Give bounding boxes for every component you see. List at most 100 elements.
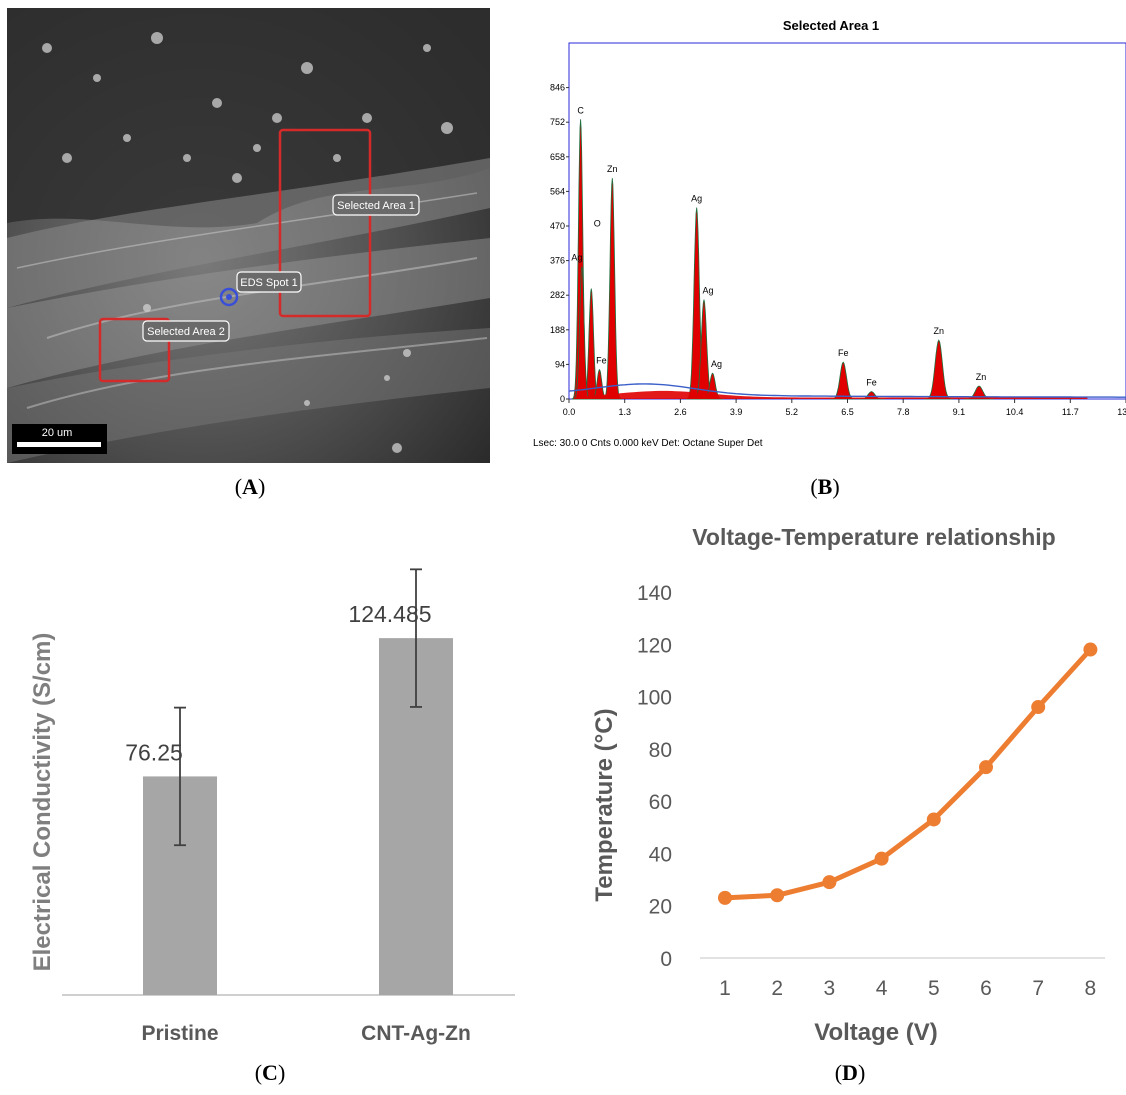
temperature-point [1031, 700, 1046, 715]
line-y-tick-label: 20 [649, 896, 672, 919]
eds-peak-label: C [577, 105, 584, 115]
eds-peak-label: Fe [838, 348, 849, 358]
eds-peak-label: Fe [866, 378, 877, 388]
panel-label-a: (A) [234, 474, 266, 499]
line-x-tick-label: 1 [719, 977, 731, 1000]
line-x-tick-label: 3 [824, 977, 836, 1000]
eds-peak-label: Ag [711, 359, 722, 369]
eds-x-tick-label: 0.0 [563, 407, 576, 417]
line-plot-area: 0 20 40 60 80 100 120 140 1 2 3 4 5 6 7 8 [637, 582, 1105, 1000]
eds-y-tick-label: 752 [550, 117, 565, 127]
line-ylabel: Temperature (°C) [591, 708, 618, 901]
line-x-tick-label: 7 [1032, 977, 1044, 1000]
eds-peak-label: Zn [934, 326, 945, 336]
eds-spot-label: EDS Spot 1 [240, 277, 297, 289]
sem-fibre-3 [7, 328, 490, 463]
eds-x-tick-label: 6.5 [841, 407, 854, 417]
eds-x-tick-label: 1.3 [618, 407, 631, 417]
panel-d: Voltage-Temperature relationship Tempera… [560, 515, 1126, 1055]
eds-x-tick-label: 7.8 [897, 407, 910, 417]
line-y-tick-label: 40 [649, 843, 672, 866]
eds-spot-marker [219, 287, 239, 307]
eds-spot-tag [236, 271, 302, 293]
eds-peak [602, 178, 622, 400]
eds-axis-ticks: 0.0 1.3 2.6 3.9 5.2 6.5 7.8 9.1 10.4 11.7 13.0 0 94 1… [550, 83, 1126, 417]
selected-area-2-label: Selected Area 2 [147, 326, 225, 338]
line-x-tick-label: 8 [1085, 977, 1097, 1000]
temperature-series-line [724, 647, 1093, 901]
bar-plot-area: 76.25 Pristine 124.485 CNT-Ag-Zn [125, 568, 471, 1045]
bar-value-label: 124.485 [348, 601, 431, 627]
eds-x-tick-label: 13.0 [1117, 407, 1126, 417]
voltage-temperature-chart: Voltage-Temperature relationship Tempera… [591, 524, 1105, 1046]
eds-y-tick-label: 376 [550, 256, 565, 266]
eds-y-tick-label: 188 [550, 325, 565, 335]
selected-area-1-box [278, 128, 372, 318]
line-y-tick-label: 80 [649, 739, 672, 762]
temperature-point [979, 760, 993, 775]
temperature-point [926, 812, 941, 827]
sem-particles [42, 32, 453, 453]
panel-a: Selected Area 1 Selected Area 2 EDS Spot… [7, 8, 490, 463]
selected-area-1-label: Selected Area 1 [337, 200, 415, 212]
temperature-point [1083, 642, 1098, 657]
line-x-tick-label: 4 [876, 977, 888, 1000]
line-xlabel: Voltage (V) [814, 1019, 938, 1046]
eds-x-tick-label: 3.9 [730, 407, 743, 417]
eds-x-tick-label: 10.4 [1006, 407, 1024, 417]
line-x-tick-label: 5 [928, 977, 940, 1000]
eds-x-tick-label: 9.1 [953, 407, 966, 417]
line-y-tick-label: 120 [637, 634, 672, 657]
line-y-tick-label: 60 [649, 791, 672, 814]
eds-peak-label: O [594, 219, 601, 229]
panel-label-d: (D) [834, 1060, 866, 1085]
eds-background-curve [568, 383, 1126, 398]
temperature-point [874, 851, 889, 866]
selected-area-2-tag [142, 320, 230, 342]
scale-bar-label: 20 um [42, 427, 73, 439]
eds-y-tick-label: 470 [550, 221, 565, 231]
eds-y-tick-label: 0 [560, 394, 565, 404]
temperature-point [770, 888, 785, 903]
scale-bar-box [12, 424, 107, 454]
eds-peak-label: Ag [702, 286, 713, 296]
conductivity-bar-chart: Electrical Conductivity (S/cm) 76.25 Pris… [29, 568, 515, 1045]
panel-label-c: (C) [254, 1060, 286, 1085]
bar-category-label: CNT-Ag-Zn [361, 1022, 471, 1045]
eds-y-tick-label: 846 [550, 83, 565, 93]
line-y-tick-label: 0 [660, 948, 672, 971]
temperature-point [718, 890, 732, 905]
line-y-tick-label: 140 [637, 582, 672, 605]
panel-b: Selected Area 1 0.0 1.3 2.6 3.9 5.2 6.5 7.8 9.1… [525, 10, 1126, 460]
scale-bar [17, 442, 101, 447]
eds-peak-label: Ag [571, 252, 582, 262]
selected-area-1-tag [332, 194, 420, 216]
sem-image: Selected Area 1 Selected Area 2 EDS Spot… [7, 8, 490, 463]
line-x-tick-label: 2 [771, 977, 783, 1000]
eds-y-tick-label: 564 [550, 186, 565, 196]
panel-c: Electrical Conductivity (S/cm) 76.25 Pris… [0, 540, 520, 1050]
eds-footer: Lsec: 30.0 0 Cnts 0.000 keV Det: Octane … [533, 438, 763, 449]
line-title: Voltage-Temperature relationship [692, 524, 1055, 550]
eds-spectrum-chart: Selected Area 1 0.0 1.3 2.6 3.9 5.2 6.5 7.8 9.1… [533, 18, 1126, 449]
selected-area-2-box [98, 317, 171, 383]
eds-x-tick-label: 2.6 [674, 407, 687, 417]
eds-noise-fill [573, 390, 1088, 399]
temperature-point [822, 875, 837, 890]
eds-peak-label: Ag [691, 194, 702, 204]
eds-frame [568, 42, 1126, 400]
bar-ylabel: Electrical Conductivity (S/cm) [29, 633, 56, 972]
bar-category-label: Pristine [141, 1022, 218, 1045]
eds-y-tick-label: 282 [550, 290, 565, 300]
eds-peak-label: Zn [976, 372, 987, 382]
eds-y-tick-label: 94 [555, 359, 565, 369]
eds-peak-label: Zn [607, 164, 618, 174]
line-x-tick-label: 6 [980, 977, 992, 1000]
eds-plot-area: C O Ag Fe Zn Ag Ag Ag Fe Fe Zn Zn [568, 105, 1126, 400]
line-y-tick-label: 100 [637, 687, 672, 710]
eds-title: Selected Area 1 [783, 18, 879, 33]
eds-y-tick-label: 658 [550, 152, 565, 162]
eds-peak [924, 339, 954, 400]
eds-peak [830, 361, 857, 400]
eds-x-tick-label: 11.7 [1062, 407, 1079, 417]
